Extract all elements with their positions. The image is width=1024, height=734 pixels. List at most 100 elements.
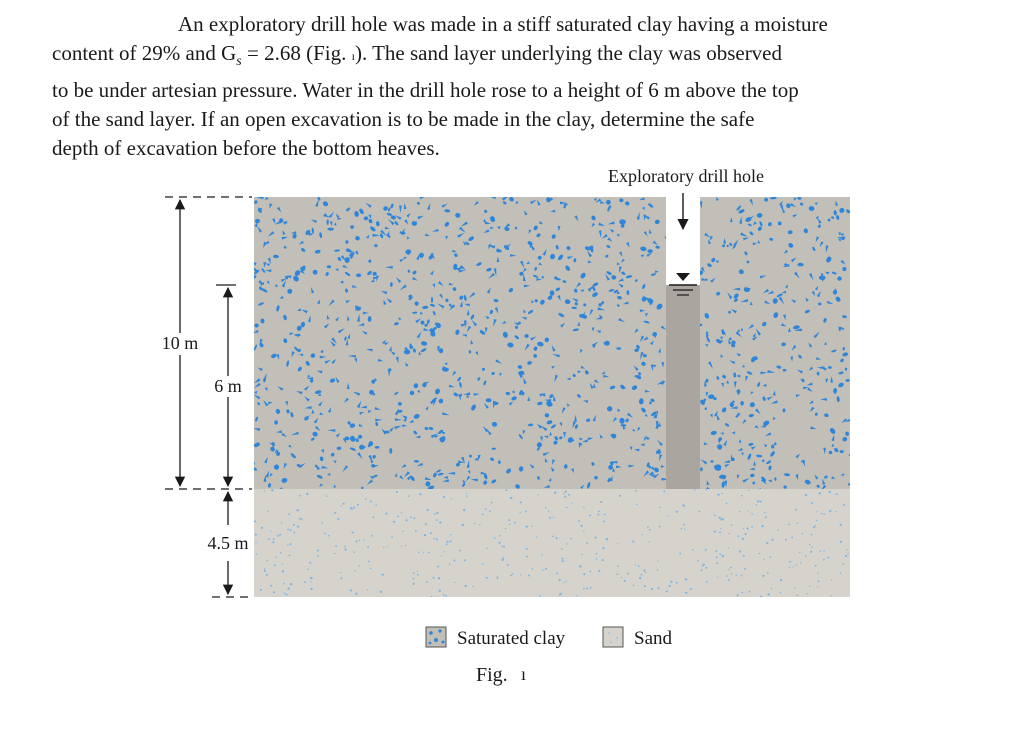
clay-speck xyxy=(257,207,263,211)
clay-speck xyxy=(578,442,583,446)
clay-speck xyxy=(817,302,822,306)
clay-speck xyxy=(316,474,323,479)
clay-speck xyxy=(375,418,383,422)
sand-dot xyxy=(310,576,313,580)
sand-dot xyxy=(281,563,284,565)
sand-dot xyxy=(843,503,846,506)
clay-speck xyxy=(598,230,602,238)
sand-dot xyxy=(788,523,790,526)
clay-speck xyxy=(290,411,294,418)
sand-dot xyxy=(355,592,358,595)
clay-speck xyxy=(276,305,280,312)
sand-dot xyxy=(719,531,721,534)
clay-speck xyxy=(646,252,653,257)
sand-dot xyxy=(458,549,461,552)
sand-dot xyxy=(602,547,605,550)
clay-speck xyxy=(409,345,414,350)
sand-dot xyxy=(581,553,583,556)
clay-speck xyxy=(749,199,753,206)
sand-dot xyxy=(663,490,666,493)
clay-speck xyxy=(437,303,445,309)
sand-dot xyxy=(273,591,275,594)
clay-speck xyxy=(254,390,258,395)
clay-speck xyxy=(649,471,654,475)
problem-line-2a: content of 29% and G xyxy=(52,41,237,65)
sand-dot xyxy=(758,552,761,555)
clay-speck xyxy=(608,289,615,292)
sand-dot xyxy=(767,593,770,596)
clay-speck xyxy=(654,413,658,419)
clay-speck xyxy=(422,382,427,388)
clay-speck xyxy=(566,246,571,251)
clay-speck xyxy=(750,473,755,478)
clay-speck xyxy=(448,282,454,286)
clay-speck xyxy=(828,450,833,455)
clay-speck xyxy=(583,400,589,403)
clay-speck xyxy=(747,223,752,227)
sand-dot xyxy=(779,579,783,582)
clay-speck xyxy=(335,432,341,438)
sand-dot xyxy=(415,530,417,532)
clay-speck xyxy=(730,309,737,314)
clay-speck xyxy=(468,350,472,354)
sand-dot xyxy=(531,525,533,527)
clay-speck xyxy=(752,481,756,485)
clay-speck xyxy=(333,460,337,464)
clay-speck xyxy=(655,421,661,430)
clay-speck xyxy=(827,218,831,222)
clay-speck xyxy=(275,408,281,414)
clay-speck xyxy=(723,237,727,244)
sand-dot xyxy=(827,556,830,559)
clay-speck xyxy=(812,246,816,252)
clay-speck xyxy=(737,374,741,378)
sand-dot xyxy=(367,546,369,549)
sand-dot xyxy=(823,550,825,552)
clay-speck xyxy=(399,284,407,291)
sand-dot xyxy=(287,528,290,531)
clay-speck xyxy=(700,270,704,276)
sand-dot xyxy=(809,585,811,587)
sand-dot xyxy=(598,569,601,572)
clay-speck xyxy=(321,465,329,469)
sand-dot xyxy=(273,564,276,567)
clay-speck xyxy=(724,423,730,427)
clay-speck xyxy=(292,233,297,239)
clay-speck xyxy=(386,212,393,216)
clay-speck xyxy=(557,295,561,302)
clay-speck xyxy=(609,385,616,390)
clay-speck xyxy=(473,393,480,396)
clay-speck xyxy=(312,431,318,437)
sand-dot xyxy=(263,490,266,492)
sand-dot xyxy=(537,494,539,496)
clay-speck xyxy=(704,407,708,410)
sand-dot xyxy=(335,545,337,547)
sand-dot xyxy=(810,550,813,553)
clay-speck xyxy=(372,454,376,459)
clay-speck xyxy=(266,280,270,285)
clay-speck xyxy=(482,426,489,433)
clay-speck xyxy=(813,331,820,339)
clay-speck xyxy=(649,401,652,405)
clay-speck xyxy=(718,440,721,444)
clay-speck xyxy=(459,300,463,308)
clay-speck xyxy=(660,465,665,468)
sand-dot xyxy=(811,546,813,548)
clay-speck xyxy=(531,299,534,304)
clay-speck xyxy=(591,222,596,228)
sand-dot xyxy=(443,551,445,553)
sand-dot xyxy=(281,570,285,573)
clay-speck xyxy=(533,225,538,231)
clay-speck xyxy=(314,249,321,254)
sand-dot xyxy=(506,564,509,567)
clay-speck xyxy=(296,391,303,395)
clay-speck xyxy=(384,266,393,269)
sand-dot xyxy=(819,550,821,552)
clay-speck xyxy=(408,296,413,301)
sand-dot xyxy=(453,559,456,562)
clay-speck xyxy=(438,398,444,404)
legend-sand-label: Sand xyxy=(634,628,673,649)
clay-speck xyxy=(814,412,818,416)
sand-dot xyxy=(767,572,769,574)
clay-speck xyxy=(563,432,566,439)
clay-speck xyxy=(817,224,821,228)
